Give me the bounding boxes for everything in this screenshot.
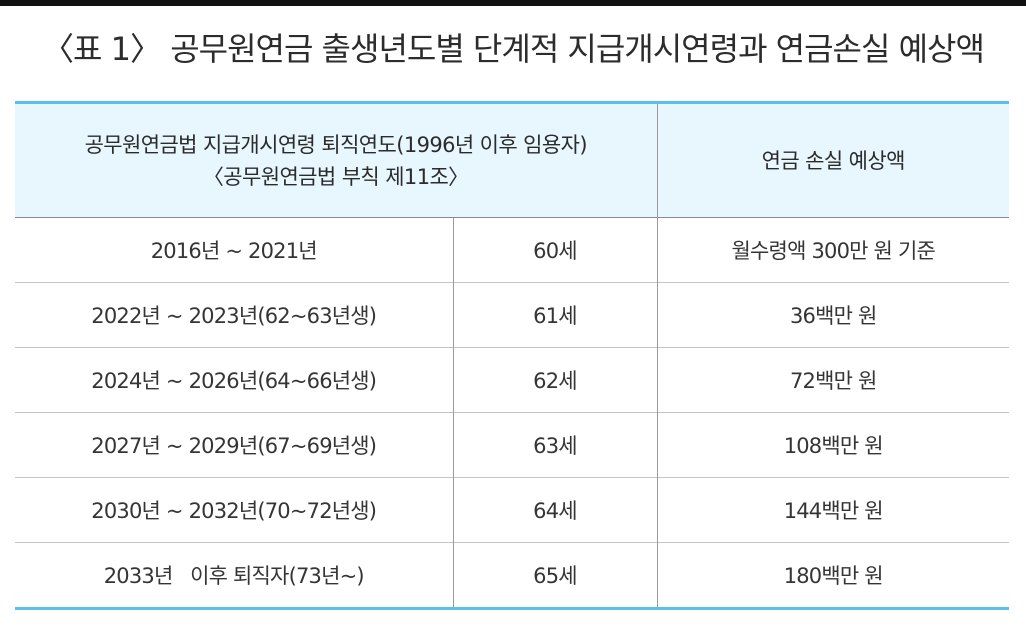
age-cell: 60세 — [452, 217, 657, 283]
age-cell: 61세 — [452, 282, 657, 348]
age-cell: 63세 — [452, 412, 657, 478]
table-row: 2016년 ~ 2021년 60세 월수령액 300만 원 기준 — [15, 217, 1009, 283]
pension-table: 공무원연금법 지급개시연령 퇴직연도(1996년 이후 임용자) 〈공무원연금법… — [15, 101, 1009, 610]
period-cell: 2027년 ~ 2029년(67~69년생) — [15, 412, 453, 478]
period-cell: 2016년 ~ 2021년 — [15, 217, 453, 283]
table-header-row: 공무원연금법 지급개시연령 퇴직연도(1996년 이후 임용자) 〈공무원연금법… — [15, 102, 1009, 218]
header-pension-loss: 연금 손실 예상액 — [656, 102, 1009, 218]
top-border-strip — [0, 0, 1026, 6]
table-row: 2027년 ~ 2029년(67~69년생) 63세 108백만 원 — [15, 412, 1009, 478]
table-row: 2033년 이후 퇴직자(73년~) 65세 180백만 원 — [15, 542, 1009, 609]
table-row: 2024년 ~ 2026년(64~66년생) 62세 72백만 원 — [15, 347, 1009, 413]
table-row: 2030년 ~ 2032년(70~72년생) 64세 144백만 원 — [15, 477, 1009, 543]
age-cell: 64세 — [452, 477, 657, 543]
period-cell: 2030년 ~ 2032년(70~72년생) — [15, 477, 453, 543]
table-row: 2022년 ~ 2023년(62~63년생) 61세 36백만 원 — [15, 282, 1009, 348]
loss-cell: 36백만 원 — [656, 282, 1009, 348]
period-cell: 2022년 ~ 2023년(62~63년생) — [15, 282, 453, 348]
header-retirement-age-line1: 공무원연금법 지급개시연령 퇴직연도(1996년 이후 임용자) — [84, 132, 588, 157]
period-cell: 2033년 이후 퇴직자(73년~) — [15, 542, 453, 609]
age-cell: 62세 — [452, 347, 657, 413]
age-cell: 65세 — [452, 542, 657, 609]
header-retirement-age-line2: 〈공무원연금법 부칙 제11조〉 — [202, 164, 469, 189]
table-title: 〈표 1〉 공무원연금 출생년도별 단계적 지급개시연령과 연금손실 예상액 — [42, 30, 985, 68]
period-cell: 2024년 ~ 2026년(64~66년생) — [15, 347, 453, 413]
loss-cell: 144백만 원 — [656, 477, 1009, 543]
loss-cell: 108백만 원 — [656, 412, 1009, 478]
loss-cell: 월수령액 300만 원 기준 — [656, 217, 1009, 283]
loss-cell: 180백만 원 — [656, 542, 1009, 609]
header-retirement-age: 공무원연금법 지급개시연령 퇴직연도(1996년 이후 임용자) 〈공무원연금법… — [15, 102, 657, 218]
loss-cell: 72백만 원 — [656, 347, 1009, 413]
